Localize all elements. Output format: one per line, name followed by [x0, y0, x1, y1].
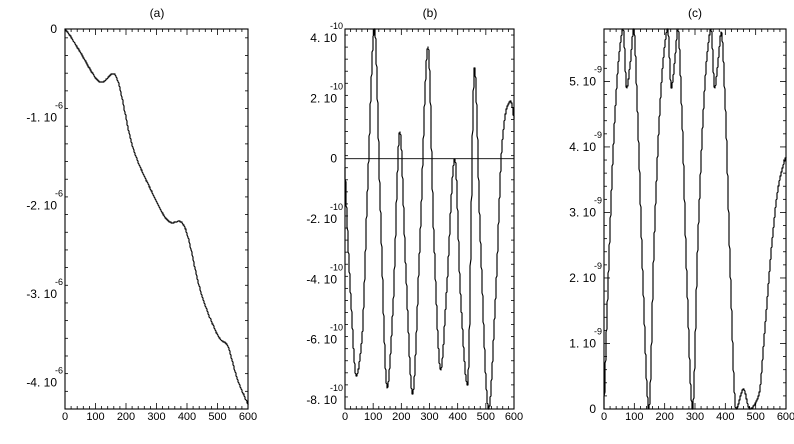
svg-text:(a): (a)	[150, 6, 165, 20]
svg-text:0: 0	[330, 152, 337, 166]
svg-text:500: 500	[208, 411, 226, 423]
svg-text:-10: -10	[330, 81, 343, 91]
svg-text:400: 400	[716, 411, 734, 423]
svg-text:-8. 10: -8. 10	[306, 393, 337, 407]
svg-text:100: 100	[86, 411, 104, 423]
svg-text:-9: -9	[594, 195, 602, 205]
svg-text:-6. 10: -6. 10	[306, 333, 337, 347]
svg-text:3. 10: 3. 10	[569, 205, 596, 219]
svg-text:-9: -9	[594, 261, 602, 271]
svg-text:1. 10: 1. 10	[569, 336, 596, 350]
svg-text:0: 0	[50, 22, 57, 36]
svg-text:-9: -9	[594, 130, 602, 140]
svg-text:2. 10: 2. 10	[310, 91, 337, 105]
svg-text:0: 0	[62, 411, 68, 423]
svg-text:-10: -10	[330, 383, 343, 393]
svg-text:-6: -6	[55, 189, 63, 199]
svg-text:0: 0	[342, 411, 348, 423]
svg-text:300: 300	[147, 411, 165, 423]
svg-text:400: 400	[178, 411, 196, 423]
svg-text:5. 10: 5. 10	[569, 74, 596, 88]
svg-text:-10: -10	[330, 262, 343, 272]
svg-text:-4. 10: -4. 10	[26, 375, 57, 389]
svg-text:4. 10: 4. 10	[569, 140, 596, 154]
svg-text:600: 600	[505, 411, 523, 423]
svg-text:200: 200	[392, 411, 410, 423]
svg-text:-2. 10: -2. 10	[26, 199, 57, 213]
svg-text:-6: -6	[55, 100, 63, 110]
svg-text:-9: -9	[594, 64, 602, 74]
svg-text:500: 500	[746, 411, 764, 423]
svg-text:-10: -10	[330, 202, 343, 212]
svg-text:100: 100	[364, 411, 382, 423]
svg-text:100: 100	[625, 411, 643, 423]
svg-text:200: 200	[117, 411, 135, 423]
svg-text:0: 0	[589, 402, 596, 416]
svg-text:0: 0	[601, 411, 607, 423]
svg-text:-9: -9	[594, 326, 602, 336]
svg-text:4. 10: 4. 10	[310, 31, 337, 45]
svg-text:(b): (b)	[423, 6, 438, 20]
svg-text:-6: -6	[55, 277, 63, 287]
svg-text:600: 600	[777, 411, 794, 423]
svg-text:200: 200	[655, 411, 673, 423]
svg-text:(c): (c)	[688, 6, 702, 20]
svg-text:-1. 10: -1. 10	[26, 110, 57, 124]
svg-text:400: 400	[448, 411, 466, 423]
svg-text:300: 300	[686, 411, 704, 423]
svg-text:500: 500	[477, 411, 495, 423]
svg-text:-4. 10: -4. 10	[306, 272, 337, 286]
svg-text:-6: -6	[55, 365, 63, 375]
svg-text:-10: -10	[330, 21, 343, 31]
svg-text:-3. 10: -3. 10	[26, 287, 57, 301]
svg-text:600: 600	[239, 411, 257, 423]
svg-text:-2. 10: -2. 10	[306, 212, 337, 226]
svg-text:2. 10: 2. 10	[569, 271, 596, 285]
svg-text:300: 300	[420, 411, 438, 423]
svg-text:-10: -10	[330, 323, 343, 333]
